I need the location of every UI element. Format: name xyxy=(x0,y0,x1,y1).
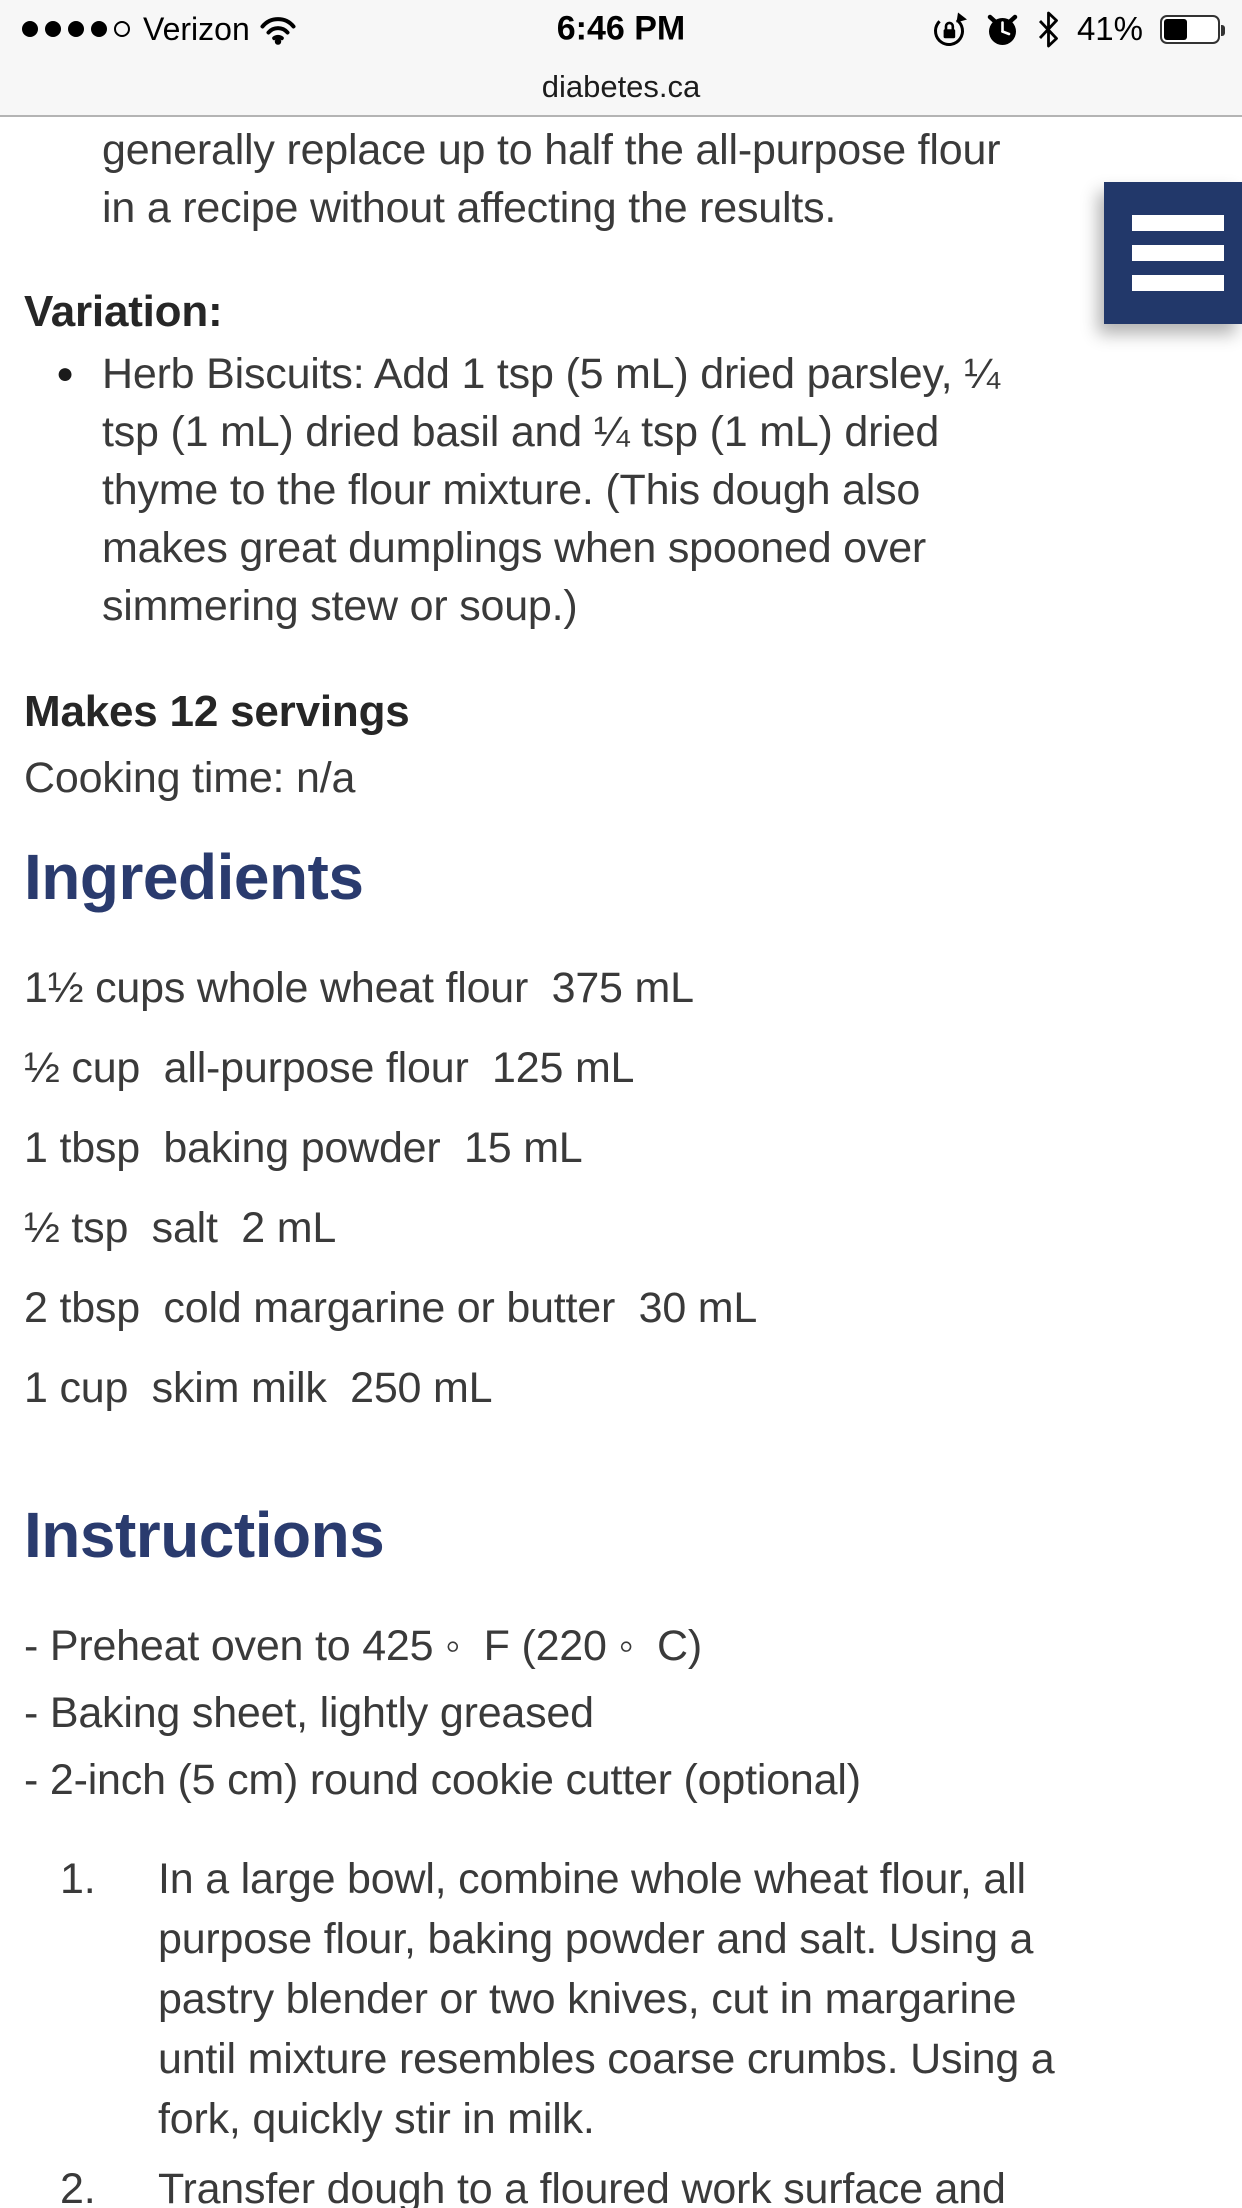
instruction-step: 1. In a large bowl, combine whole wheat … xyxy=(24,1849,1228,2149)
variation-item-text: Herb Biscuits: Add 1 tsp (5 mL) dried pa… xyxy=(102,350,1000,630)
variation-list-item: ● Herb Biscuits: Add 1 tsp (5 mL) dried … xyxy=(24,345,1228,635)
rotation-lock-icon xyxy=(931,11,968,48)
step-text: Transfer dough to a floured work surface… xyxy=(158,2165,1006,2208)
step-number: 2. xyxy=(60,2165,96,2208)
equipment-item: - 2-inch (5 cm) round cookie cutter (opt… xyxy=(24,1756,861,1804)
status-bar: Verizon 6:46 PM xyxy=(0,0,1242,58)
ingredients-heading: Ingredients xyxy=(24,841,364,913)
recipe-content: generally replace up to half the all-pur… xyxy=(0,119,1242,2208)
step-number: 1. xyxy=(60,1855,96,1903)
ingredient-item: 1½ cups whole wheat flour 375 mL xyxy=(24,964,694,1012)
battery-icon xyxy=(1160,14,1225,44)
instruction-steps: 1. In a large bowl, combine whole wheat … xyxy=(24,1849,1228,2208)
ingredient-item: 2 tbsp cold margarine or butter 30 mL xyxy=(24,1284,758,1332)
alarm-icon xyxy=(985,12,1020,47)
ingredient-item: 1 tbsp baking powder 15 mL xyxy=(24,1124,583,1172)
cell-signal-icon xyxy=(22,21,130,37)
instruction-step: 2. Transfer dough to a floured work surf… xyxy=(24,2159,1228,2208)
equipment-item: - Preheat oven to 425 ◦ F (220 ◦ C) xyxy=(24,1622,702,1670)
wifi-icon xyxy=(259,14,297,45)
status-right-cluster: 41% xyxy=(931,10,1225,48)
ingredient-item: ½ tsp salt 2 mL xyxy=(24,1204,337,1252)
servings-heading: Makes 12 servings xyxy=(24,687,410,736)
safari-top-bar: Verizon 6:46 PM xyxy=(0,0,1242,117)
carrier-label: Verizon xyxy=(143,10,250,47)
bullet-icon: ● xyxy=(56,357,74,390)
clock-label: 6:46 PM xyxy=(556,9,686,48)
intro-paragraph: generally replace up to half the all-pur… xyxy=(102,126,1001,232)
ingredient-item: 1 cup skim milk 250 mL xyxy=(24,1364,493,1412)
status-left-cluster: Verizon xyxy=(22,11,297,48)
instructions-heading: Instructions xyxy=(24,1499,385,1571)
ingredient-item: ½ cup all-purpose flour 125 mL xyxy=(24,1044,635,1092)
address-bar[interactable]: diabetes.ca xyxy=(0,58,1242,115)
bluetooth-icon xyxy=(1037,11,1060,48)
menu-button[interactable] xyxy=(1104,182,1242,324)
battery-percent-label: 41% xyxy=(1076,10,1143,47)
cooking-time-label: Cooking time: n/a xyxy=(24,754,356,802)
equipment-item: - Baking sheet, lightly greased xyxy=(24,1689,594,1737)
url-label[interactable]: diabetes.ca xyxy=(541,68,701,104)
variation-heading: Variation: xyxy=(24,287,223,336)
step-text: In a large bowl, combine whole wheat flo… xyxy=(158,1855,1055,2143)
